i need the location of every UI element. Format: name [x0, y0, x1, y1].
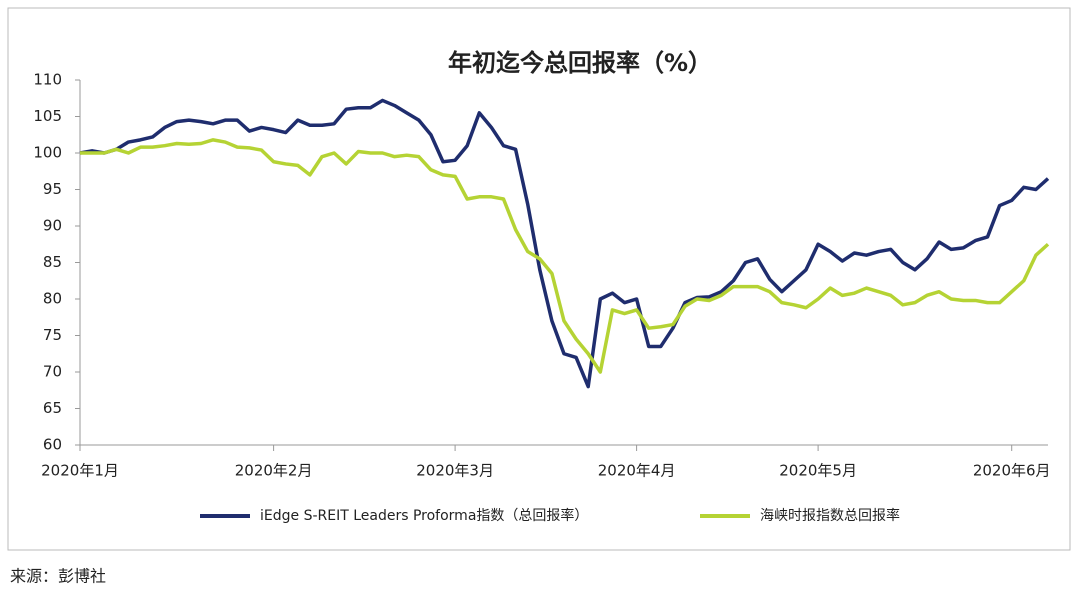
y-tick-label: 65: [43, 399, 62, 417]
y-tick-label: 80: [43, 290, 62, 308]
y-tick-label: 95: [43, 180, 62, 198]
x-tick-label: 2020年1月: [41, 462, 119, 480]
x-tick-label: 2020年3月: [416, 462, 494, 480]
y-tick-label: 70: [43, 363, 62, 381]
y-tick-label: 85: [43, 253, 62, 271]
y-tick-label: 100: [33, 144, 62, 162]
x-tick-label: 2020年4月: [598, 462, 676, 480]
frame: [7, 7, 1071, 551]
x-tick-label: 2020年2月: [235, 462, 313, 480]
x-tick-label: 2020年5月: [779, 462, 857, 480]
legend-label: iEdge S-REIT Leaders Proforma指数（总回报率）: [260, 507, 588, 524]
y-tick-label: 90: [43, 217, 62, 235]
y-tick-label: 60: [43, 436, 62, 454]
series-line: [80, 138, 1050, 374]
x-tick-label: 2020年6月: [973, 462, 1051, 480]
y-tick-label: 105: [33, 107, 62, 125]
series-line: [79, 98, 1050, 389]
legend-label: 海峡时报指数总回报率: [760, 507, 900, 524]
source-note: 来源：彭博社: [10, 567, 106, 586]
y-tick-label: 75: [43, 326, 62, 344]
y-tick-label: 110: [33, 71, 62, 89]
chart-title: 年初迄今总回报率（%）: [448, 49, 712, 77]
